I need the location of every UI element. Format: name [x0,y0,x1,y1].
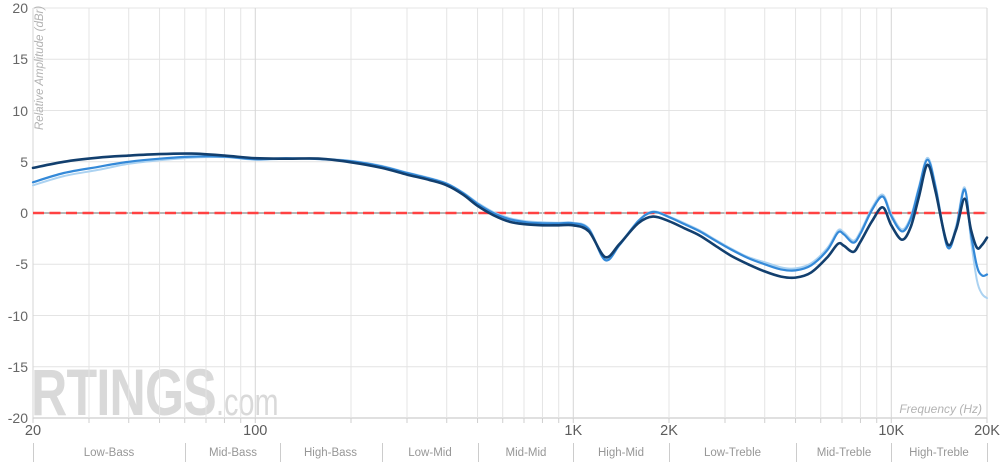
band-separator [573,443,574,462]
band-label: Mid-Mid [505,447,547,459]
y-tick-label: 5 [20,153,28,170]
y-tick-label: 10 [12,102,28,119]
band-separator [796,443,797,462]
band-separator [33,443,34,462]
band-separator [280,443,281,462]
band-separator [891,443,892,462]
band-label: Mid-Treble [816,447,872,459]
trace-pale-blue [32,155,988,300]
band-separator [987,443,988,462]
band-separator [382,443,383,462]
band-label: Mid-Bass [209,447,257,459]
band-label: Low-Treble [703,447,762,459]
x-tick-label: 100 [243,423,268,439]
x-tick-label: 20 [24,423,42,439]
y-tick-label: 0 [20,205,28,221]
y-tick-label: -10 [7,307,28,324]
band-separator [669,443,670,462]
band-separator [185,443,186,462]
x-tick-label: 10K [878,423,905,439]
band-label: High-Bass [303,447,358,459]
trace-dark-blue [31,152,989,280]
y-tick-label: -15 [7,358,28,375]
band-label: Low-Bass [83,447,135,459]
y-tick-label: 20 [12,0,28,16]
rtings-logo-suffix: .com [215,382,279,424]
x-tick-label: 20K [974,423,1000,439]
band-label: High-Treble [909,447,969,459]
y-tick-label: 15 [12,51,28,68]
band-label: Low-Mid [408,447,452,459]
band-separator [478,443,479,462]
x-axis-label: Frequency (Hz) [899,402,982,416]
rtings-logo: RTINGS [31,355,217,429]
rtings-watermark: RTINGS .com [31,359,279,425]
band-label: High-Mid [597,447,644,459]
x-tick-label: 1K [564,423,583,439]
trace-light-blue [31,155,989,278]
y-tick-label: -20 [7,410,28,426]
x-tick-label: 2K [660,423,678,439]
y-axis-label: Relative Amplitude (dBr) [34,5,46,130]
y-tick-label: -5 [15,256,28,273]
